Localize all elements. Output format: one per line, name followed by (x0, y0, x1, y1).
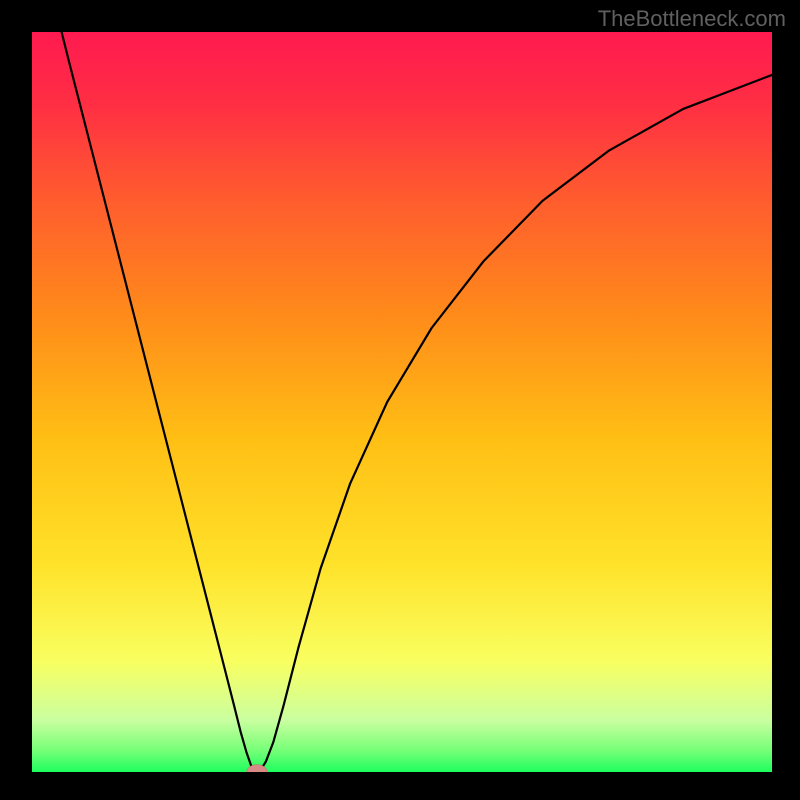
plot-area (32, 32, 772, 772)
plot-svg (32, 32, 772, 772)
watermark: TheBottleneck.com (598, 6, 786, 32)
chart-stage: TheBottleneck.com (0, 0, 800, 800)
